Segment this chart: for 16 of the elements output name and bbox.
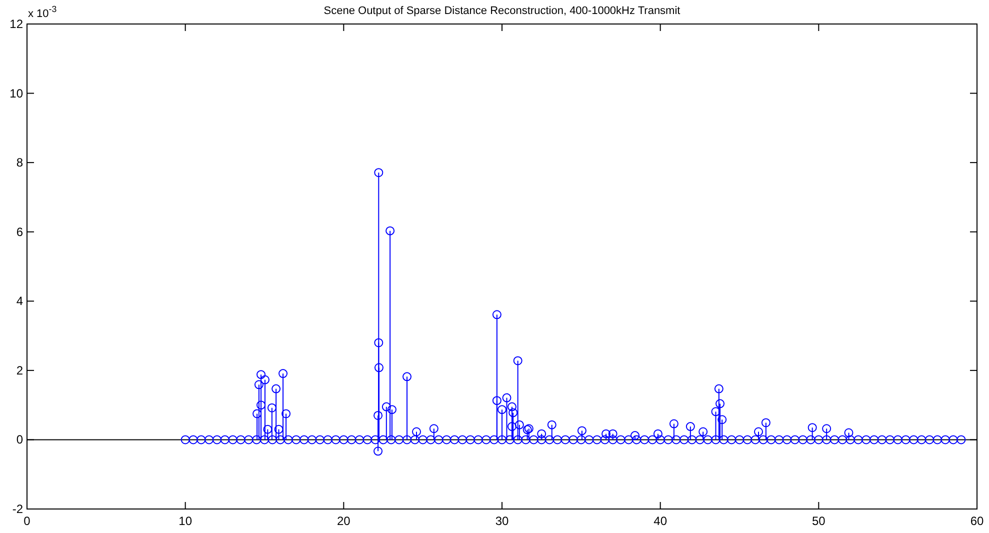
x-tick-label: 30 bbox=[495, 514, 509, 528]
x-tick-label: 40 bbox=[654, 514, 668, 528]
y-tick-label: 8 bbox=[16, 156, 24, 170]
x-tick-label: 20 bbox=[336, 514, 351, 528]
y-tick-label: 4 bbox=[16, 294, 24, 308]
y-tick-label: -2 bbox=[12, 502, 24, 516]
x-tick-label: 60 bbox=[970, 514, 984, 528]
y-tick-label: 10 bbox=[10, 86, 24, 100]
text: x 10$^{-3}$ bbox=[28, 4, 57, 20]
chart-title: Scene Output of Sparse Distance Reconstruction, 400-1000kHz Transmit bbox=[324, 5, 680, 17]
y-tick-label: 2 bbox=[16, 363, 24, 378]
y-tick-label: 6 bbox=[16, 224, 24, 239]
x-tick-label: 10 bbox=[178, 514, 192, 528]
y-tick-label: 0 bbox=[16, 432, 24, 447]
x-tick-label: 50 bbox=[812, 514, 826, 528]
y-tick-label: 12 bbox=[10, 17, 24, 31]
